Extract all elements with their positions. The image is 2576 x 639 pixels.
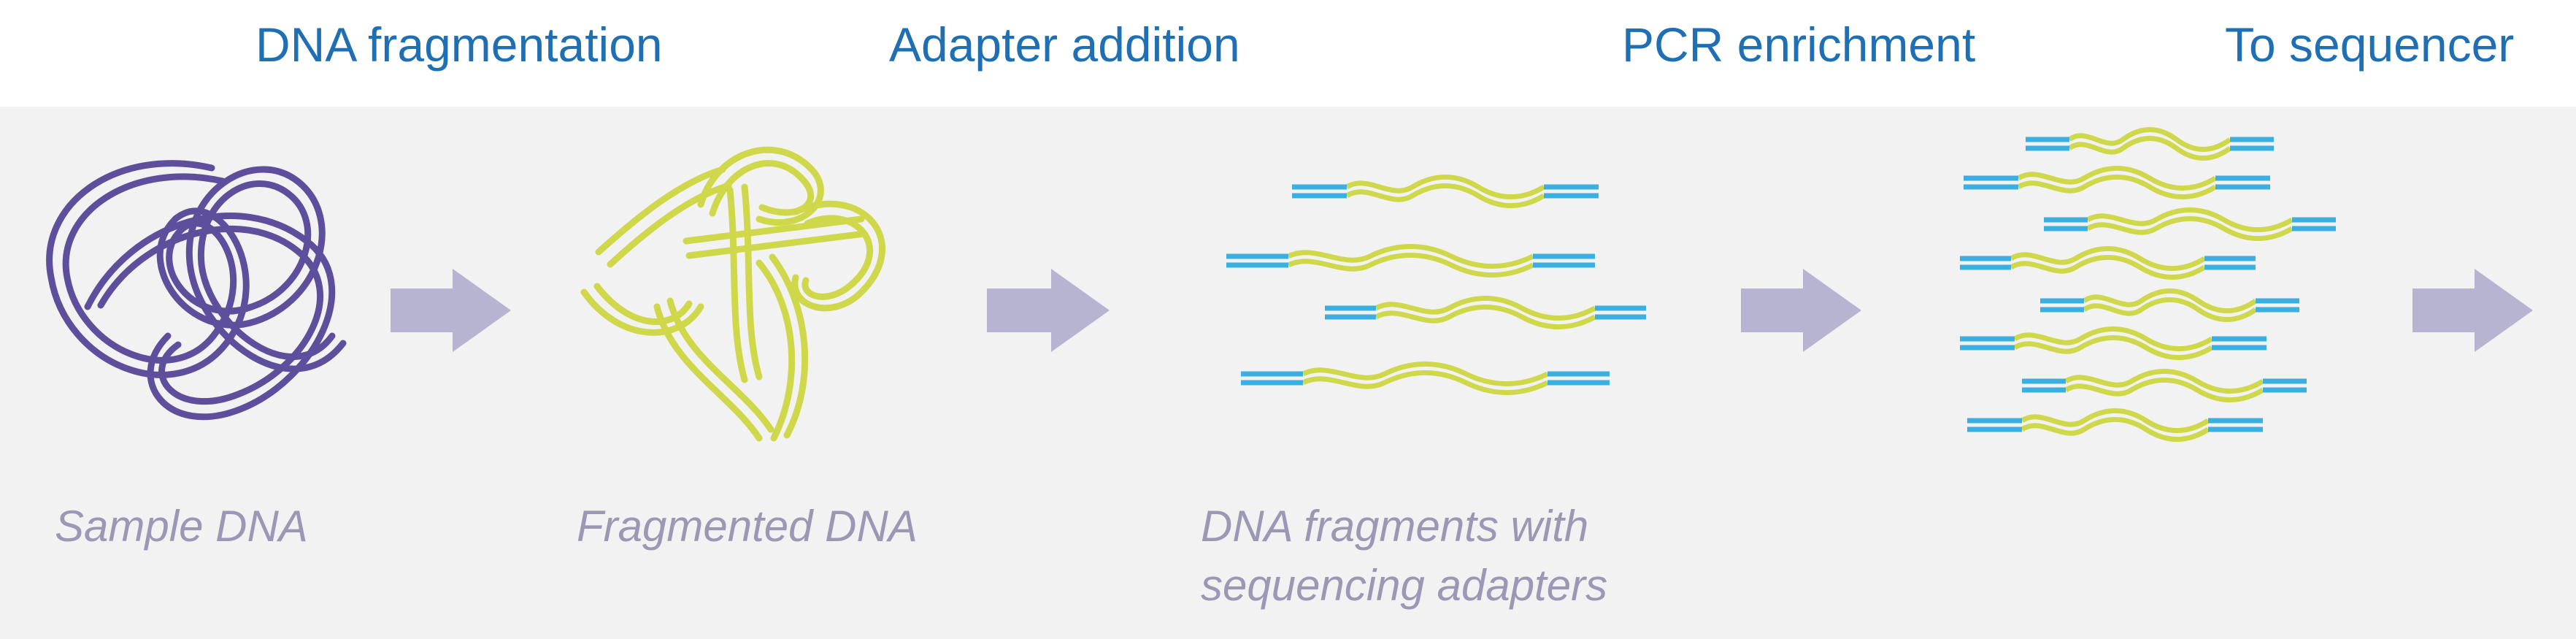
fragmented-dna-illustration — [580, 146, 885, 442]
pcr-fragment — [1960, 246, 2256, 280]
adapter-fragment — [1226, 244, 1595, 278]
stage-label-dna-fragments-with-adapters: DNA fragments with sequencing adapters — [1201, 497, 1607, 615]
pcr-fragment — [2026, 127, 2274, 161]
pcr-fragment — [2022, 369, 2307, 402]
pcr-fragment — [2040, 288, 2299, 322]
adapter-fragment — [1241, 361, 1610, 395]
right-arrow-icon — [987, 269, 1110, 352]
stage-label-line-2: sequencing adapters — [1201, 561, 1608, 610]
step-title-pcr-enrichment: PCR enrichment — [1622, 18, 1976, 72]
right-arrow-icon — [2412, 269, 2533, 352]
right-arrow-icon — [391, 269, 511, 352]
pcr-fragment — [1967, 408, 2263, 442]
adapter-fragments-illustration — [1226, 175, 1646, 395]
pcr-fragment — [1964, 166, 2270, 199]
right-arrow-icon — [1741, 269, 1861, 352]
pcr-enriched-fragments-illustration — [1960, 127, 2336, 442]
stage-label-line-1: DNA fragments with — [1201, 502, 1589, 551]
pcr-fragment — [2044, 207, 2336, 241]
pcr-fragment — [1960, 326, 2267, 360]
adapter-fragment — [1325, 296, 1646, 329]
stage-label-fragmented-dna: Fragmented DNA — [577, 502, 918, 551]
adapter-fragment — [1292, 175, 1599, 208]
stage-label-sample-dna: Sample DNA — [55, 502, 308, 551]
step-title-dna-fragmentation: DNA fragmentation — [255, 18, 663, 72]
sample-dna-illustration — [46, 160, 347, 421]
step-title-to-sequencer: To sequencer — [2225, 18, 2515, 72]
step-title-adapter-addition: Adapter addition — [889, 18, 1240, 72]
